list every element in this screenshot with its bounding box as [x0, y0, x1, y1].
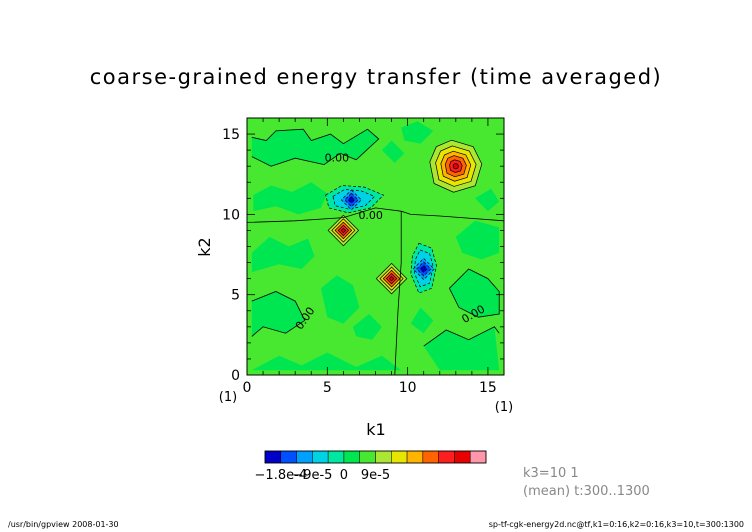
- x-tick-label: 5: [323, 380, 332, 396]
- y-tick-label: 0: [231, 368, 240, 384]
- colorbar-swatch: [454, 450, 471, 464]
- x-tick-label: 15: [479, 380, 497, 396]
- y-axis-label: k2: [195, 237, 214, 256]
- contour-regions: [251, 121, 500, 371]
- x-tick-label: 10: [399, 380, 417, 396]
- y-axis-ticks: 0 5 10 15: [222, 117, 504, 384]
- colorbar-swatch: [469, 450, 487, 464]
- colorbar-frame: [264, 450, 487, 464]
- zero-band-region: [253, 182, 328, 215]
- zero-contour-line: [246, 207, 505, 223]
- contour-label: 0.00: [325, 151, 350, 164]
- zero-band-region: [251, 291, 305, 337]
- x-tick-label: 0: [243, 380, 252, 396]
- footer-right: sp-tf-cgk-energy2d.nc@tf,k1=0:16,k2=0:16…: [489, 520, 744, 529]
- footer-left: /usr/bin/gpview 2008-01-30: [8, 520, 119, 529]
- colorbar-swatch: [438, 450, 455, 464]
- contour-lines: [246, 128, 505, 376]
- x-axis-ticks: 0 5 10 15: [243, 118, 505, 396]
- zero-contour-line: [251, 128, 380, 167]
- zero-band-region: [449, 269, 500, 318]
- colorbar-tick-label: −9e-5: [292, 468, 332, 483]
- colorbar-swatch: [264, 450, 282, 464]
- colorbar-swatch: [343, 450, 360, 464]
- zero-band-region: [423, 326, 500, 371]
- positive-peak-b-level-5: [340, 227, 347, 234]
- colorbar-swatch: [280, 450, 297, 464]
- positive-peak-c-level-5: [388, 275, 395, 282]
- zero-band-region: [320, 275, 360, 324]
- annotation-line-1: k3=10 1: [523, 466, 579, 481]
- positive-peak-level-6: [452, 163, 459, 170]
- colorbar-swatch: [296, 450, 313, 464]
- colorbar-swatch: [422, 450, 439, 464]
- zero-band-region: [401, 121, 434, 144]
- colorbar: −1.8e-4−9e-5 0 9e-5: [255, 450, 487, 483]
- negative-trough-a-level-5: [347, 196, 356, 204]
- y-tick-label: 10: [222, 207, 240, 223]
- colorbar-swatch: [375, 450, 392, 464]
- colorbar-swatch: [406, 450, 424, 464]
- x-unit-label: (1): [495, 400, 513, 415]
- colorbar-swatch: [312, 450, 329, 464]
- x-axis-label: k1: [366, 420, 385, 439]
- zero-band-region: [251, 129, 379, 167]
- zero-band-region: [455, 220, 500, 260]
- colorbar-swatch: [359, 450, 376, 464]
- colorbar-swatch: [391, 450, 408, 464]
- zero-contour-line: [394, 211, 402, 376]
- zero-band-region: [381, 140, 405, 163]
- y-tick-label: 15: [222, 127, 240, 143]
- zero-band-region: [353, 314, 382, 340]
- colorbar-tick-label: −1.8e-4: [255, 468, 308, 483]
- negative-trough-b-level-5: [419, 265, 428, 273]
- zero-contour-line: [251, 291, 306, 337]
- annotation-line-2: (mean) t:300..1300: [523, 484, 650, 499]
- contour-label: 0.00: [358, 209, 383, 222]
- chart-title: coarse-grained energy transfer (time ave…: [90, 65, 663, 89]
- zero-band-region: [251, 352, 402, 371]
- colorbar-swatch: [327, 450, 345, 464]
- zero-band-region: [251, 236, 315, 273]
- y-tick-label: 5: [231, 288, 240, 304]
- y-unit-label: (1): [219, 390, 237, 405]
- zero-band-region: [475, 188, 500, 212]
- zero-band-region: [410, 307, 434, 334]
- colorbar-tick-label: 0: [340, 468, 348, 483]
- colorbar-tick-label: 9e-5: [361, 468, 390, 483]
- zero-contour-line: [423, 326, 500, 347]
- zero-contour-line: [449, 268, 500, 318]
